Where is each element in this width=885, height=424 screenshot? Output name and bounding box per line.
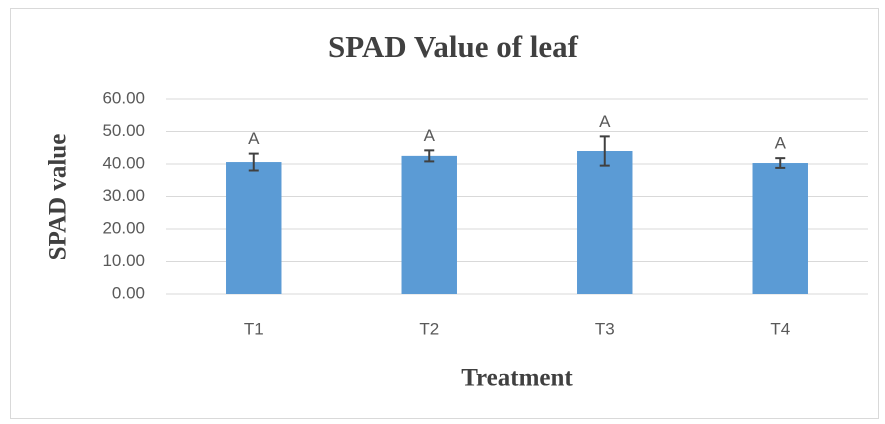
- significance-letter: A: [248, 129, 260, 148]
- y-axis-title: SPAD value: [45, 134, 72, 261]
- x-tick-label: T4: [770, 319, 790, 338]
- y-tick-label: 60.00: [102, 88, 145, 107]
- bar: [401, 155, 457, 294]
- y-tick-label: 40.00: [102, 153, 145, 172]
- x-tick-label: T1: [244, 319, 264, 338]
- significance-letter: A: [775, 134, 787, 153]
- significance-letter: A: [599, 112, 611, 131]
- chart-title: SPAD Value of leaf: [328, 29, 579, 64]
- y-tick-label: 10.00: [102, 251, 145, 270]
- bar: [226, 162, 282, 294]
- bar: [752, 163, 808, 294]
- x-axis-title: Treatment: [461, 365, 573, 392]
- y-tick-label: 30.00: [102, 186, 145, 205]
- significance-letter: A: [424, 126, 436, 145]
- y-tick-label: 0.00: [112, 283, 145, 302]
- x-tick-label: T3: [595, 319, 615, 338]
- y-tick-label: 20.00: [102, 218, 145, 237]
- y-tick-label: 50.00: [102, 121, 145, 140]
- x-tick-label: T2: [419, 319, 439, 338]
- bar: [577, 151, 633, 294]
